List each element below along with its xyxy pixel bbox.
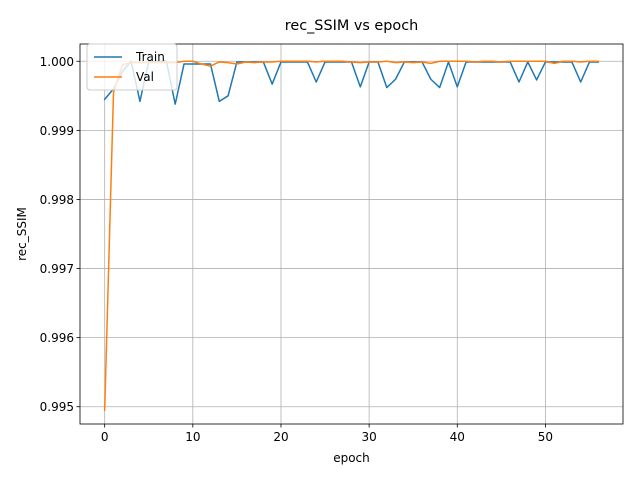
x-tick-label: 0: [101, 430, 109, 444]
series-line-val: [103, 60, 600, 411]
chart-title: rec_SSIM vs epoch: [285, 18, 418, 34]
legend-label-val: Val: [136, 70, 154, 84]
x-tick-label: 10: [185, 430, 200, 444]
y-tick-label: 1.000: [40, 55, 74, 69]
y-tick-label: 0.996: [40, 331, 74, 345]
y-tick-label: 0.997: [40, 262, 74, 276]
y-axis-ticks: 0.995 0.996 0.997 0.998 0.999 1.000: [40, 55, 80, 414]
plot-frame: [79, 43, 624, 425]
x-tick-label: 30: [361, 430, 376, 444]
y-tick-label: 0.995: [40, 400, 74, 414]
grid: [80, 44, 623, 424]
y-axis-label: rec_SSIM: [15, 207, 29, 261]
series-lines: [103, 60, 600, 411]
y-tick-label: 0.998: [40, 193, 74, 207]
x-tick-label: 40: [450, 430, 465, 444]
legend: Train Val: [86, 43, 178, 91]
y-tick-label: 0.999: [40, 124, 74, 138]
legend-label-train: Train: [135, 50, 165, 64]
x-tick-label: 50: [538, 430, 553, 444]
x-tick-label: 20: [273, 430, 288, 444]
legend-box: [86, 43, 178, 91]
x-axis-ticks: 0 10 20 30 40 50: [101, 424, 553, 444]
x-axis-label: epoch: [333, 451, 370, 465]
